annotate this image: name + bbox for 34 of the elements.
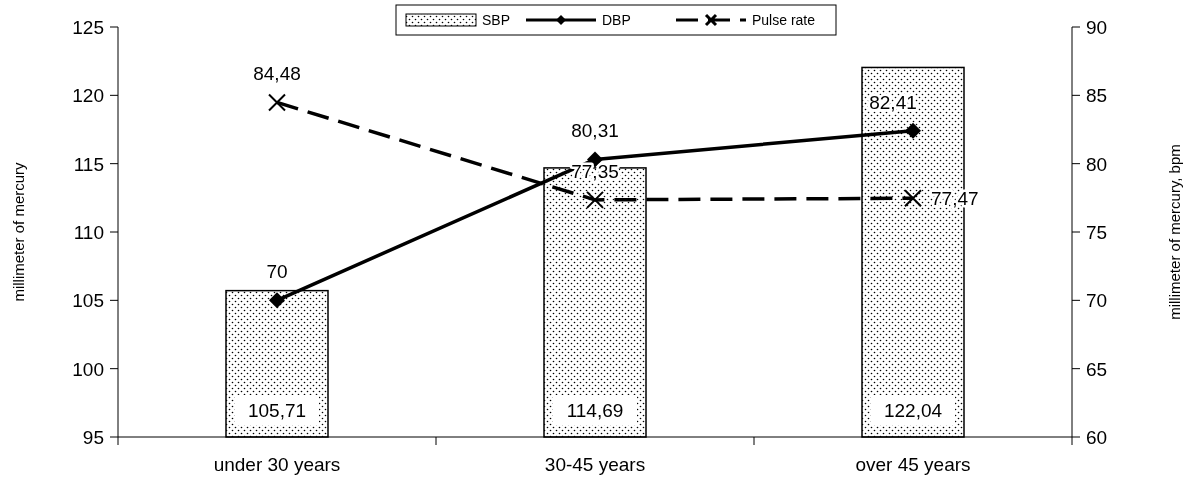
data-label: 105,71 [247, 400, 307, 421]
data-label: 122,04 [883, 400, 943, 421]
x-tick-label: over 45 years [855, 454, 971, 475]
y2-tick-label: 60 [1086, 427, 1108, 448]
point [904, 189, 922, 208]
y-tick-label: 95 [82, 427, 104, 448]
y2-tick-label: 80 [1086, 153, 1108, 175]
y-axis-title: millimeter of mercury [10, 161, 27, 302]
data-label: 70 [266, 261, 288, 283]
y-tick-label: 105 [72, 290, 104, 312]
legend-label: DBP [602, 12, 631, 28]
y2-tick-label: 85 [1086, 85, 1108, 107]
data-label: 82,41 [869, 91, 917, 113]
point [268, 93, 286, 112]
y-tick-label: 125 [72, 17, 104, 38]
y2-tick-label: 90 [1086, 17, 1108, 38]
y-tick-label: 110 [73, 222, 104, 243]
x-tick-label: 30-45 years [544, 454, 646, 475]
point [269, 292, 285, 309]
x-tick-label: under 30 years [213, 454, 341, 475]
point [905, 122, 921, 139]
y2-tick-label: 65 [1086, 358, 1108, 380]
legend-label: SBP [482, 12, 511, 28]
y-tick-label: 120 [72, 85, 104, 107]
point [586, 190, 604, 209]
y-tick-label: 100 [72, 358, 104, 380]
y2-axis-title: millimeter of mercury, bpm [1166, 144, 1183, 320]
data-label: 84,48 [253, 63, 301, 85]
legend-label: Pulse rate [752, 12, 816, 28]
y2-tick-label: 70 [1086, 290, 1108, 312]
y2-tick-label: 75 [1086, 222, 1108, 243]
data-label: 114,69 [566, 400, 624, 421]
data-label: 80,31 [571, 120, 619, 142]
y-tick-label: 115 [73, 153, 104, 175]
